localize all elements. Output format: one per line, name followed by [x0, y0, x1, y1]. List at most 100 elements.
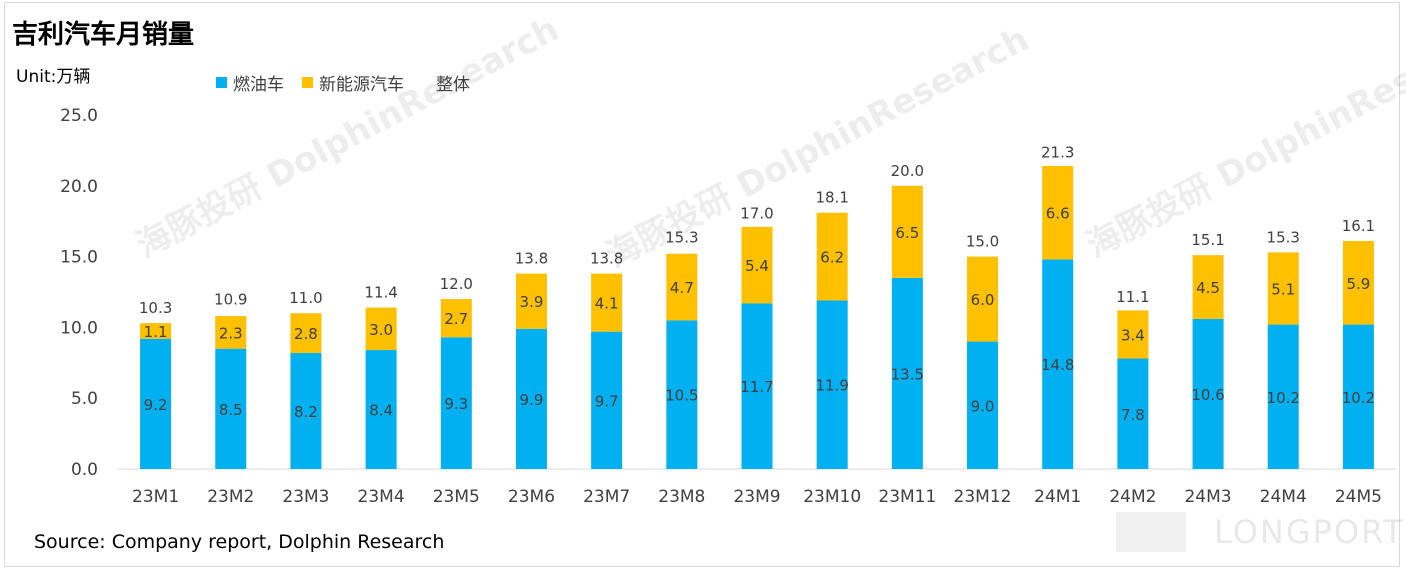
chart-frame [4, 2, 1400, 567]
data-label-ice: 9.2 [144, 396, 168, 414]
data-label-ice: 8.5 [219, 401, 243, 419]
y-tick-label: 25.0 [60, 106, 98, 126]
legend: 燃油车 新能源汽车 整体 [216, 70, 488, 95]
data-label-ice: 9.9 [520, 391, 544, 409]
data-label-ice: 13.5 [891, 365, 924, 383]
x-tick-label: 23M11 [878, 487, 936, 507]
logo-text: LONGPORT [1214, 513, 1405, 551]
x-tick-label: 24M4 [1260, 487, 1307, 507]
bar-ice [515, 328, 547, 469]
x-tick-label: 23M12 [954, 487, 1012, 507]
data-label-ice: 9.0 [971, 397, 995, 415]
data-label-total: 18.1 [815, 189, 848, 207]
data-label-ice: 9.7 [595, 392, 619, 410]
logo-mark-icon [1116, 512, 1186, 552]
x-tick-label: 24M5 [1335, 487, 1382, 507]
bar-nev [967, 256, 999, 342]
bar-ice [290, 352, 322, 469]
bar-nev [215, 316, 247, 349]
data-label-total: 15.1 [1191, 231, 1224, 249]
data-label-ice: 8.2 [294, 403, 318, 421]
bar-ice [140, 338, 172, 469]
data-label-nev: 5.1 [1271, 280, 1295, 298]
data-label-nev: 3.9 [520, 293, 544, 311]
data-label-ice: 10.5 [665, 387, 698, 405]
data-label-ice: 10.2 [1342, 389, 1375, 407]
bar-nev [140, 323, 172, 339]
data-label-ice: 9.3 [444, 395, 468, 413]
data-label-nev: 3.0 [369, 321, 393, 339]
data-label-total: 13.8 [515, 250, 548, 268]
bar-ice [215, 348, 247, 469]
x-tick-label: 23M5 [433, 487, 480, 507]
y-tick-label: 0.0 [71, 460, 98, 480]
legend-item-total: 整体 [436, 70, 470, 95]
data-label-ice: 8.4 [369, 402, 393, 420]
x-tick-label: 23M4 [358, 487, 405, 507]
data-label-total: 11.4 [364, 284, 397, 302]
legend-item-ice: 燃油车 [216, 70, 284, 95]
bar-ice [666, 320, 698, 469]
bar-ice [1192, 318, 1224, 469]
y-tick-label: 5.0 [71, 389, 98, 409]
data-label-total: 10.3 [139, 299, 172, 317]
data-label-nev: 6.0 [971, 291, 995, 309]
data-label-total: 15.0 [966, 233, 999, 251]
bar-nev [440, 299, 472, 338]
x-tick-label: 23M9 [733, 487, 780, 507]
bar-ice [1267, 324, 1299, 469]
data-label-ice: 10.6 [1191, 386, 1224, 404]
legend-item-nev: 新能源汽车 [302, 70, 404, 95]
legend-swatch-nev [302, 76, 313, 88]
x-tick-label: 24M2 [1109, 487, 1156, 507]
data-label-ice: 10.2 [1267, 389, 1300, 407]
data-label-nev: 5.9 [1346, 275, 1370, 293]
data-label-ice: 11.7 [740, 378, 773, 396]
data-label-total: 17.0 [740, 204, 773, 222]
bar-ice [967, 341, 999, 469]
bar-nev [891, 185, 923, 278]
data-label-nev: 4.7 [670, 279, 694, 297]
bar-nev [1042, 165, 1074, 260]
data-label-nev: 6.6 [1046, 205, 1070, 223]
bar-ice [1117, 358, 1149, 469]
bar-ice [1042, 259, 1074, 469]
bar-ice [1342, 324, 1374, 469]
x-tick-label: 23M7 [583, 487, 630, 507]
bar-ice [741, 303, 773, 469]
bar-nev [741, 226, 773, 304]
data-label-nev: 2.3 [219, 324, 243, 342]
longport-logo: LONGPORT [1116, 512, 1405, 552]
data-label-ice: 14.8 [1041, 356, 1074, 374]
bar-ice [816, 300, 848, 469]
y-tick-label: 10.0 [60, 318, 98, 338]
bar-nev [1342, 241, 1374, 325]
y-tick-label: 15.0 [60, 248, 98, 268]
bar-ice [440, 337, 472, 469]
bar-nev [290, 313, 322, 353]
data-label-total: 15.3 [665, 228, 698, 246]
bar-nev [515, 273, 547, 329]
data-label-nev: 4.5 [1196, 279, 1220, 297]
data-label-nev: 2.7 [444, 310, 468, 328]
data-label-ice: 11.9 [815, 377, 848, 395]
bar-nev [1117, 310, 1149, 359]
data-label-nev: 1.1 [144, 323, 168, 341]
data-label-nev: 3.4 [1121, 326, 1145, 344]
data-label-total: 15.3 [1267, 228, 1300, 246]
data-label-total: 20.0 [891, 162, 924, 180]
bar-nev [591, 273, 623, 332]
bar-ice [591, 331, 623, 469]
data-label-total: 13.8 [590, 250, 623, 268]
data-label-total: 12.0 [440, 275, 473, 293]
x-tick-label: 23M6 [508, 487, 555, 507]
data-label-total: 11.1 [1116, 288, 1149, 306]
bar-nev [666, 253, 698, 321]
legend-swatch-ice [216, 76, 227, 88]
x-tick-label: 24M3 [1184, 487, 1231, 507]
data-label-nev: 6.2 [820, 249, 844, 267]
legend-label-total: 整体 [436, 74, 470, 95]
data-label-total: 11.0 [289, 289, 322, 307]
chart-title: 吉利汽车月销量 [12, 20, 195, 50]
